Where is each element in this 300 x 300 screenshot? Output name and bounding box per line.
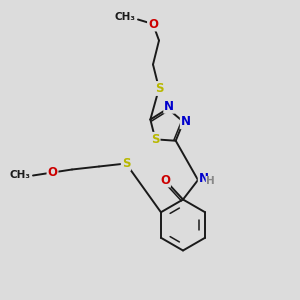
Text: N: N <box>181 115 191 128</box>
Text: N: N <box>164 100 174 113</box>
Text: N: N <box>198 172 208 185</box>
Text: O: O <box>160 173 170 187</box>
Text: S: S <box>122 157 130 170</box>
Text: S: S <box>151 133 160 146</box>
Text: O: O <box>47 166 58 179</box>
Text: CH₃: CH₃ <box>9 170 30 181</box>
Text: H: H <box>206 176 215 187</box>
Text: CH₃: CH₃ <box>115 12 136 22</box>
Text: S: S <box>155 82 163 95</box>
Text: O: O <box>148 17 158 31</box>
